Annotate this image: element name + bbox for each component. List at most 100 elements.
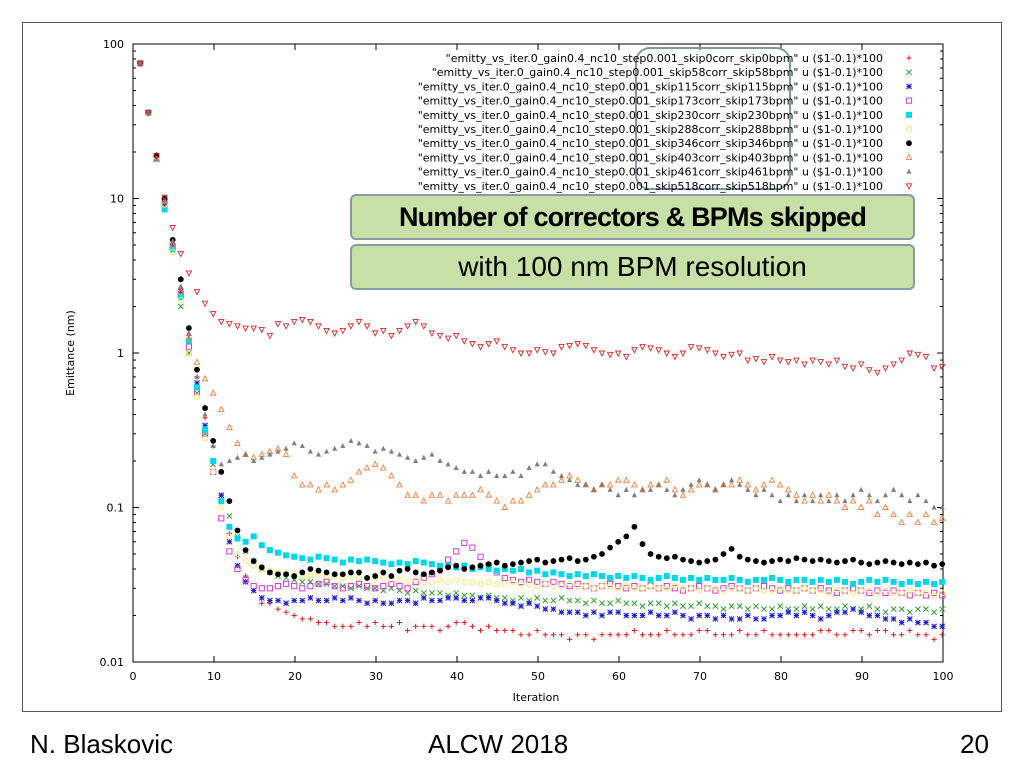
data-point — [574, 558, 581, 564]
data-point — [623, 612, 630, 619]
data-point — [906, 559, 913, 566]
data-point — [493, 597, 500, 604]
data-point — [421, 623, 427, 629]
data-point — [460, 491, 468, 498]
data-point — [679, 585, 687, 592]
data-point — [825, 491, 833, 498]
data-point — [574, 609, 581, 616]
data-point — [574, 597, 581, 604]
data-point — [558, 594, 565, 601]
data-point — [339, 480, 347, 488]
data-point — [217, 319, 225, 326]
data-point — [518, 632, 524, 638]
data-point — [428, 597, 435, 604]
data-point — [809, 491, 816, 498]
data-point — [939, 561, 946, 568]
data-point — [307, 556, 314, 563]
slide-frame — [22, 22, 1002, 712]
data-point — [663, 555, 670, 562]
data-point — [655, 553, 662, 560]
data-point — [752, 356, 760, 363]
data-point — [615, 597, 622, 604]
data-point — [161, 206, 168, 213]
data-point — [825, 361, 833, 368]
data-point — [347, 556, 354, 563]
data-point — [761, 615, 767, 622]
data-point — [550, 468, 556, 474]
data-point — [421, 454, 427, 460]
data-point — [518, 603, 524, 610]
y-tick-label: 0.1 — [107, 502, 125, 515]
data-point — [202, 422, 209, 429]
data-point — [534, 627, 540, 634]
data-point — [728, 632, 735, 638]
data-point — [866, 589, 873, 597]
data-point — [193, 289, 201, 296]
data-point — [817, 556, 824, 563]
data-point — [768, 476, 776, 483]
data-point — [769, 574, 776, 581]
data-point — [858, 609, 865, 616]
data-point — [283, 445, 289, 451]
data-point — [234, 535, 241, 542]
data-point — [574, 580, 581, 588]
data-point — [939, 623, 946, 630]
data-point — [185, 270, 193, 277]
data-point — [331, 571, 338, 578]
data-point — [922, 353, 930, 361]
data-point — [744, 357, 752, 365]
data-point — [283, 600, 290, 607]
data-point — [858, 486, 864, 492]
data-point — [388, 561, 395, 568]
data-point — [347, 323, 355, 330]
data-point — [364, 623, 370, 629]
data-point — [736, 350, 744, 357]
data-point — [501, 565, 508, 572]
data-point — [250, 325, 258, 333]
data-point — [931, 636, 937, 643]
data-point — [615, 585, 622, 592]
data-point — [445, 564, 451, 571]
data-point — [372, 597, 379, 604]
data-point — [396, 567, 403, 574]
data-point — [388, 471, 395, 479]
data-point — [647, 609, 654, 616]
data-point — [461, 592, 468, 599]
data-point — [364, 443, 370, 449]
data-point — [315, 553, 322, 560]
data-point — [339, 327, 347, 335]
data-point — [655, 600, 662, 607]
data-point — [866, 492, 872, 498]
data-point — [493, 567, 500, 574]
data-point — [809, 357, 816, 365]
data-point — [607, 486, 613, 492]
data-point — [825, 606, 832, 613]
data-point — [833, 559, 840, 566]
data-point — [258, 542, 265, 549]
data-point — [712, 615, 719, 622]
data-point — [355, 574, 363, 582]
data-point — [672, 632, 678, 638]
data-point — [542, 571, 549, 578]
series-6 — [137, 60, 946, 581]
data-point — [777, 612, 784, 619]
data-point — [388, 448, 394, 454]
data-point — [428, 589, 435, 596]
data-point — [339, 597, 346, 604]
data-point — [380, 569, 387, 576]
data-point — [623, 533, 630, 540]
data-point — [647, 582, 654, 590]
data-point — [850, 627, 856, 634]
data-point — [785, 578, 792, 585]
data-point — [712, 585, 719, 592]
data-point — [315, 597, 322, 604]
data-point — [671, 582, 678, 590]
data-point — [518, 594, 524, 601]
data-point — [323, 597, 330, 604]
data-point — [363, 582, 371, 590]
data-point — [234, 565, 241, 573]
data-point — [396, 480, 403, 488]
data-point — [769, 632, 775, 638]
data-point — [372, 585, 379, 592]
data-point — [914, 580, 921, 587]
